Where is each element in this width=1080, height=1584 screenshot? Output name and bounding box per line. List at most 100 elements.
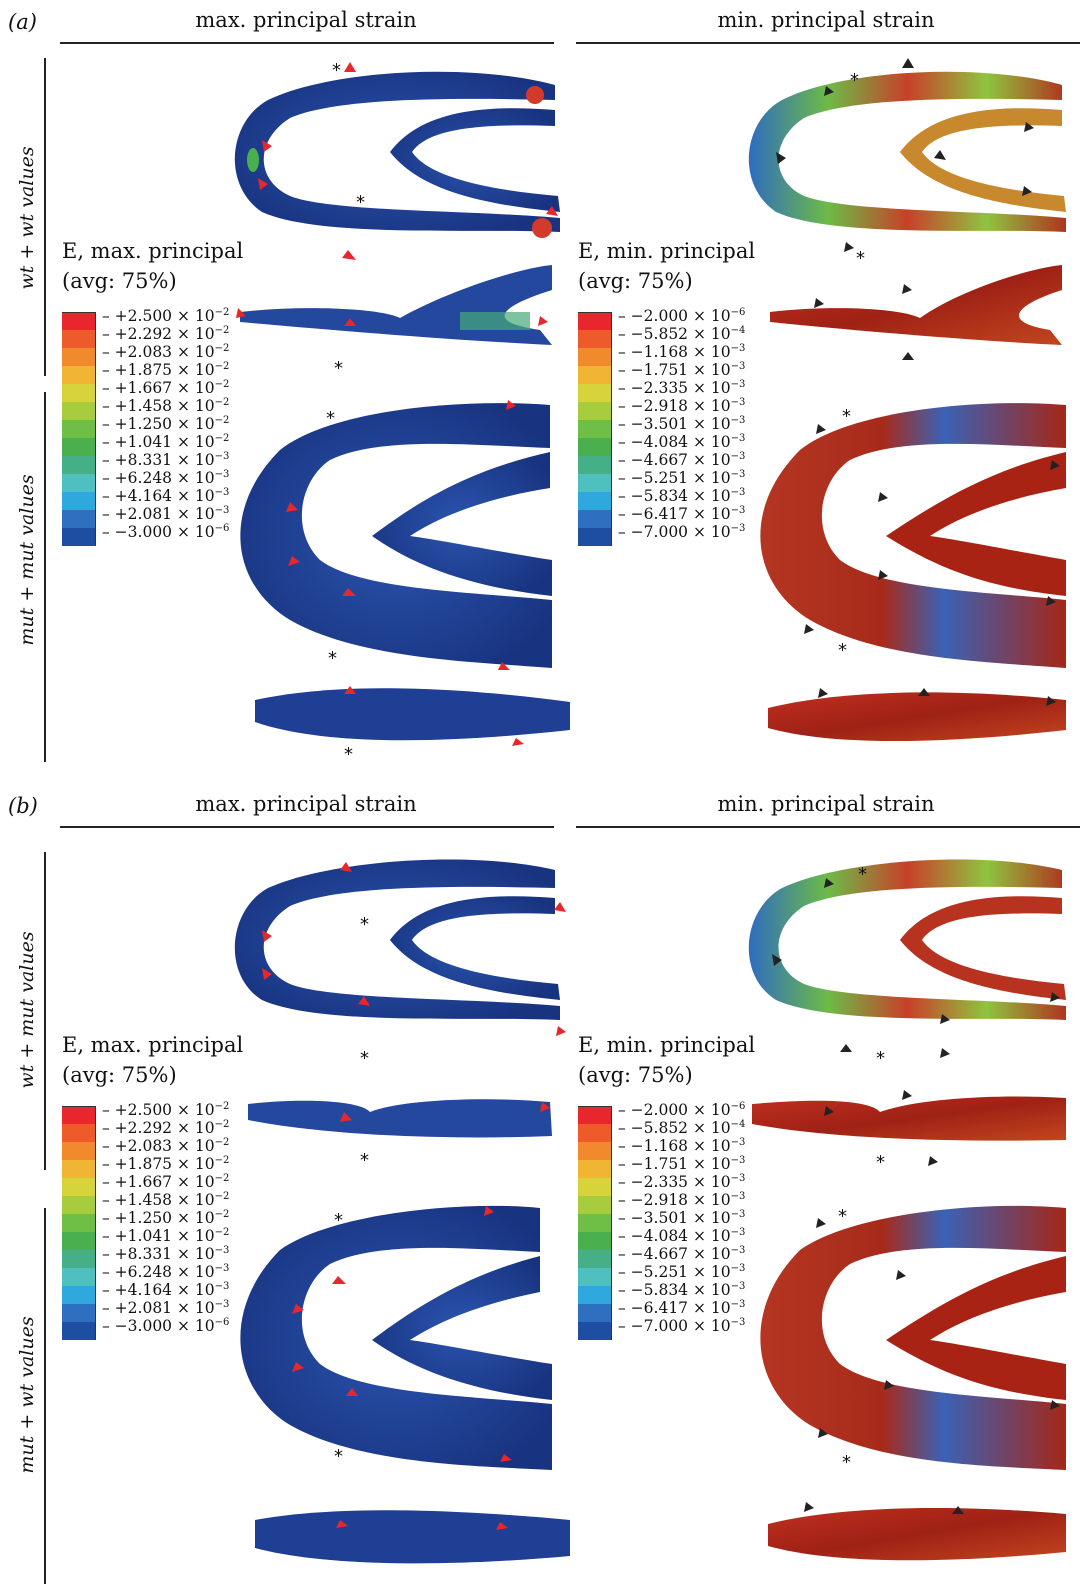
- jaw-b-min-bottom-side: [768, 1508, 1066, 1561]
- panel-a-min-legend-subtitle: (avg: 75%): [578, 269, 693, 293]
- colorbar-tick-label: – −2.000 × 10−6: [618, 307, 746, 326]
- colorbar-tick-label: – +2.081 × 10−3: [102, 505, 230, 524]
- colorbar-tick-label: – +1.041 × 10−2: [102, 1227, 230, 1246]
- colorbar-swatch: [62, 1178, 96, 1196]
- panel-a-min-legend-title: E, min. principal: [578, 239, 756, 263]
- asterisk: *: [360, 914, 369, 935]
- colorbar-tick-label: – −5.834 × 10−3: [618, 487, 746, 506]
- jaw-a-max-side: [240, 265, 552, 345]
- asterisk: *: [876, 1152, 885, 1173]
- colorbar-tick-label: – −1.168 × 10−3: [618, 343, 746, 362]
- asterisk: *: [856, 248, 865, 269]
- colorbar-tick-label: – −4.667 × 10−3: [618, 1245, 746, 1264]
- panel-b-max-legend: E, max. principal (avg: 75%) – +2.500 × …: [62, 1030, 243, 1340]
- panel-b-min-legend-subtitle: (avg: 75%): [578, 1063, 693, 1087]
- colorbar-tick-label: – −3.000 × 10−6: [102, 523, 230, 542]
- colorbar-tick-label: – +1.250 × 10−2: [102, 415, 230, 434]
- colorbar-swatch: [578, 420, 612, 438]
- asterisk: *: [838, 1206, 847, 1227]
- colorbar-tick-label: – −7.000 × 10−3: [618, 1317, 746, 1336]
- colorbar-swatch: [578, 1160, 612, 1178]
- colorbar-swatch: [578, 528, 612, 546]
- colorbar-swatch: [62, 1322, 96, 1340]
- asterisk-marks: * * * * * * * * * * * * * * * * * * * *: [326, 60, 885, 1473]
- colorbar-swatch: [578, 456, 612, 474]
- panel-b-row2-bar: [44, 1208, 46, 1584]
- panel-b-max-colorbar: [62, 1106, 96, 1340]
- panel-a-max-colorbar: [62, 312, 96, 546]
- asterisk: *: [334, 1446, 343, 1467]
- colorbar-tick-label: – +2.292 × 10−2: [102, 325, 230, 344]
- colorbar-swatch: [62, 1142, 96, 1160]
- colorbar-tick-label: – +1.250 × 10−2: [102, 1209, 230, 1228]
- panel-a-max-legend-title: E, max. principal: [62, 239, 244, 263]
- panel-a-row2-bar: [44, 392, 46, 762]
- colorbar-swatch: [62, 1214, 96, 1232]
- asterisk: *: [328, 648, 337, 669]
- colorbar-tick-label: – +6.248 × 10−3: [102, 469, 230, 488]
- panel-b-min-title: min. principal strain: [717, 792, 935, 816]
- colorbar-swatch: [62, 438, 96, 456]
- colorbar-swatch: [62, 348, 96, 366]
- panel-b-min-tick-labels: – −2.000 × 10−6– −5.852 × 10−4– −1.168 ×…: [618, 1098, 745, 1340]
- colorbar-tick-label: – +1.875 × 10−2: [102, 1155, 230, 1174]
- colorbar-swatch: [62, 1196, 96, 1214]
- jaw-a-max-bottom-side: [255, 688, 570, 741]
- asterisk: *: [360, 1048, 369, 1069]
- asterisk: *: [334, 358, 343, 379]
- colorbar-swatch: [62, 366, 96, 384]
- colorbar-swatch: [62, 1160, 96, 1178]
- colorbar-tick-label: – −3.501 × 10−3: [618, 415, 746, 434]
- colorbar-swatch: [62, 1250, 96, 1268]
- jaw-a-max-top: [234, 71, 560, 238]
- asterisk: *: [326, 408, 335, 429]
- colorbar-swatch: [578, 1106, 612, 1124]
- colorbar-swatch: [578, 1232, 612, 1250]
- colorbar-swatch: [62, 510, 96, 528]
- colorbar-tick-label: – +2.292 × 10−2: [102, 1119, 230, 1138]
- colorbar-swatch: [578, 312, 612, 330]
- colorbar-swatch: [578, 1304, 612, 1322]
- colorbar-tick-label: – −3.000 × 10−6: [102, 1317, 230, 1336]
- colorbar-swatch: [578, 1124, 612, 1142]
- red-arrowheads: [236, 62, 566, 1530]
- panel-a-max-legend: E, max. principal (avg: 75%) – +2.500 × …: [62, 236, 243, 546]
- colorbar-tick-label: – +2.083 × 10−2: [102, 343, 230, 362]
- jaw-b-min-top: [748, 859, 1066, 1020]
- colorbar-swatch: [62, 330, 96, 348]
- colorbar-swatch: [578, 366, 612, 384]
- colorbar-swatch: [578, 348, 612, 366]
- panel-a-min-title: min. principal strain: [717, 8, 935, 32]
- colorbar-tick-label: – +1.458 × 10−2: [102, 397, 230, 416]
- panel-a-min-rule: [576, 42, 1080, 44]
- colorbar-tick-label: – −5.251 × 10−3: [618, 1263, 746, 1282]
- colorbar-swatch: [578, 438, 612, 456]
- colorbar-tick-label: – −5.852 × 10−4: [618, 325, 746, 344]
- panel-a-max-rule: [60, 42, 554, 44]
- colorbar-swatch: [62, 402, 96, 420]
- panel-b-min-legend-title: E, min. principal: [578, 1033, 756, 1057]
- colorbar-swatch: [578, 1322, 612, 1340]
- colorbar-tick-label: – +4.164 × 10−3: [102, 1281, 230, 1300]
- colorbar-swatch: [578, 330, 612, 348]
- panel-a-max-legend-subtitle: (avg: 75%): [62, 269, 177, 293]
- asterisk: *: [332, 60, 341, 81]
- asterisk: *: [842, 1452, 851, 1473]
- panel-a-label: (a): [8, 10, 37, 34]
- jaw-b-max-side: [248, 1099, 552, 1138]
- colorbar-swatch: [62, 1232, 96, 1250]
- colorbar-swatch: [62, 474, 96, 492]
- colorbar-swatch: [62, 1124, 96, 1142]
- asterisk: *: [850, 70, 859, 91]
- jaw-a-max-bottom: [240, 403, 553, 668]
- panel-b-min-colorbar: [578, 1106, 612, 1340]
- panel-b-label: (b): [8, 794, 38, 818]
- colorbar-tick-label: – −6.417 × 10−3: [618, 505, 746, 524]
- colorbar-tick-label: – −1.751 × 10−3: [618, 1155, 746, 1174]
- colorbar-tick-label: – +6.248 × 10−3: [102, 1263, 230, 1282]
- asterisk: *: [876, 1048, 885, 1069]
- asterisk: *: [360, 1150, 369, 1171]
- colorbar-tick-label: – +2.500 × 10−2: [102, 307, 230, 326]
- colorbar-tick-label: – −6.417 × 10−3: [618, 1299, 746, 1318]
